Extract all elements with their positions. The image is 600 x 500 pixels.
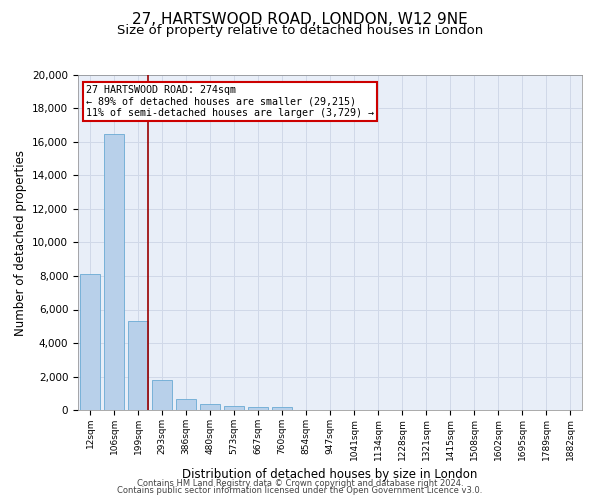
Bar — [152, 380, 172, 410]
Bar — [176, 399, 196, 410]
Text: Contains public sector information licensed under the Open Government Licence v3: Contains public sector information licen… — [118, 486, 482, 495]
Text: 27, HARTSWOOD ROAD, LONDON, W12 9NE: 27, HARTSWOOD ROAD, LONDON, W12 9NE — [132, 12, 468, 28]
Bar — [104, 134, 124, 410]
Y-axis label: Number of detached properties: Number of detached properties — [14, 150, 26, 336]
X-axis label: Distribution of detached houses by size in London: Distribution of detached houses by size … — [182, 468, 478, 481]
Bar — [224, 406, 244, 410]
Text: Contains HM Land Registry data © Crown copyright and database right 2024.: Contains HM Land Registry data © Crown c… — [137, 478, 463, 488]
Bar — [128, 321, 148, 410]
Bar — [80, 274, 100, 410]
Text: 27 HARTSWOOD ROAD: 274sqm
← 89% of detached houses are smaller (29,215)
11% of s: 27 HARTSWOOD ROAD: 274sqm ← 89% of detac… — [86, 85, 374, 118]
Bar — [272, 408, 292, 410]
Bar — [248, 406, 268, 410]
Bar — [200, 404, 220, 410]
Text: Size of property relative to detached houses in London: Size of property relative to detached ho… — [117, 24, 483, 37]
